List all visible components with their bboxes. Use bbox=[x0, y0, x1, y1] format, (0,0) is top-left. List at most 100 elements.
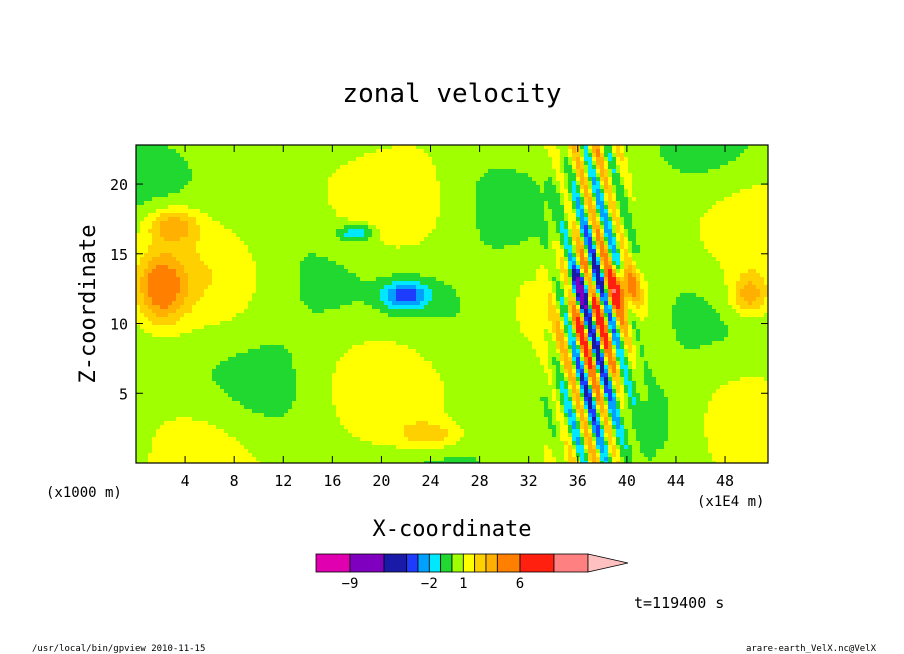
field-cell bbox=[388, 201, 392, 205]
field-cell bbox=[760, 193, 764, 197]
field-cell bbox=[736, 257, 740, 261]
field-cell bbox=[404, 249, 408, 253]
field-cell bbox=[224, 145, 228, 149]
field-cell bbox=[640, 233, 644, 237]
field-cell bbox=[532, 173, 536, 177]
field-cell bbox=[408, 201, 412, 205]
field-cell bbox=[444, 241, 448, 245]
field-cell bbox=[728, 233, 732, 237]
field-cell bbox=[596, 245, 600, 249]
field-cell bbox=[732, 201, 736, 205]
field-cell bbox=[196, 185, 200, 189]
field-cell bbox=[464, 165, 468, 169]
field-cell bbox=[644, 241, 648, 245]
field-cell bbox=[212, 157, 216, 161]
field-cell bbox=[612, 157, 616, 161]
field-cell bbox=[272, 197, 276, 201]
field-cell bbox=[156, 153, 160, 157]
field-cell bbox=[692, 265, 696, 269]
field-cell bbox=[292, 217, 296, 221]
field-cell bbox=[412, 237, 416, 241]
field-cell bbox=[528, 213, 532, 217]
field-cell bbox=[460, 265, 464, 269]
field-cell bbox=[568, 153, 572, 157]
field-cell bbox=[324, 209, 328, 213]
field-cell bbox=[748, 197, 752, 201]
field-cell bbox=[168, 269, 172, 273]
field-cell bbox=[528, 237, 532, 241]
field-cell bbox=[172, 213, 176, 217]
field-cell bbox=[144, 265, 148, 269]
field-cell bbox=[444, 221, 448, 225]
field-cell bbox=[448, 149, 452, 153]
field-cell bbox=[508, 257, 512, 261]
field-cell bbox=[664, 233, 668, 237]
field-cell bbox=[464, 153, 468, 157]
field-cell bbox=[400, 205, 404, 209]
field-cell bbox=[560, 169, 564, 173]
field-cell bbox=[576, 161, 580, 165]
field-cell bbox=[644, 165, 648, 169]
field-cell bbox=[140, 229, 144, 233]
field-cell bbox=[312, 245, 316, 249]
field-cell bbox=[752, 197, 756, 201]
field-cell bbox=[260, 265, 264, 269]
field-cell bbox=[724, 225, 728, 229]
field-cell bbox=[428, 181, 432, 185]
field-cell bbox=[552, 173, 556, 177]
field-cell bbox=[368, 189, 372, 193]
field-cell bbox=[196, 201, 200, 205]
field-cell bbox=[708, 169, 712, 173]
field-cell bbox=[176, 217, 180, 221]
field-cell bbox=[636, 181, 640, 185]
field-cell bbox=[456, 217, 460, 221]
field-cell bbox=[236, 269, 240, 273]
field-cell bbox=[188, 233, 192, 237]
field-cell bbox=[472, 233, 476, 237]
field-cell bbox=[156, 145, 160, 149]
field-cell bbox=[340, 201, 344, 205]
field-cell bbox=[364, 269, 368, 273]
field-cell bbox=[620, 189, 624, 193]
field-cell bbox=[288, 157, 292, 161]
field-cell bbox=[384, 225, 388, 229]
field-cell bbox=[504, 185, 508, 189]
field-cell bbox=[656, 189, 660, 193]
field-cell bbox=[288, 161, 292, 165]
field-cell bbox=[620, 193, 624, 197]
field-cell bbox=[244, 229, 248, 233]
field-cell bbox=[612, 173, 616, 177]
field-cell bbox=[500, 161, 504, 165]
field-cell bbox=[368, 161, 372, 165]
field-cell bbox=[384, 245, 388, 249]
field-cell bbox=[396, 193, 400, 197]
field-cell bbox=[524, 153, 528, 157]
field-cell bbox=[452, 225, 456, 229]
field-cell bbox=[672, 249, 676, 253]
field-cell bbox=[744, 261, 748, 265]
field-cell bbox=[448, 173, 452, 177]
field-cell bbox=[268, 149, 272, 153]
field-cell bbox=[192, 249, 196, 253]
field-cell bbox=[536, 181, 540, 185]
field-cell bbox=[428, 169, 432, 173]
field-cell bbox=[164, 269, 168, 273]
field-cell bbox=[664, 177, 668, 181]
field-cell bbox=[756, 229, 760, 233]
field-cell bbox=[592, 225, 596, 229]
field-cell bbox=[348, 177, 352, 181]
field-cell bbox=[608, 249, 612, 253]
field-cell bbox=[480, 229, 484, 233]
field-cell bbox=[460, 177, 464, 181]
field-cell bbox=[544, 173, 548, 177]
field-cell bbox=[440, 213, 444, 217]
field-cell bbox=[512, 189, 516, 193]
field-cell bbox=[576, 229, 580, 233]
field-cell bbox=[664, 265, 668, 269]
field-cell bbox=[616, 149, 620, 153]
field-cell bbox=[320, 173, 324, 177]
field-cell bbox=[544, 253, 548, 257]
field-cell bbox=[376, 249, 380, 253]
field-cell bbox=[460, 241, 464, 245]
field-cell bbox=[604, 245, 608, 249]
